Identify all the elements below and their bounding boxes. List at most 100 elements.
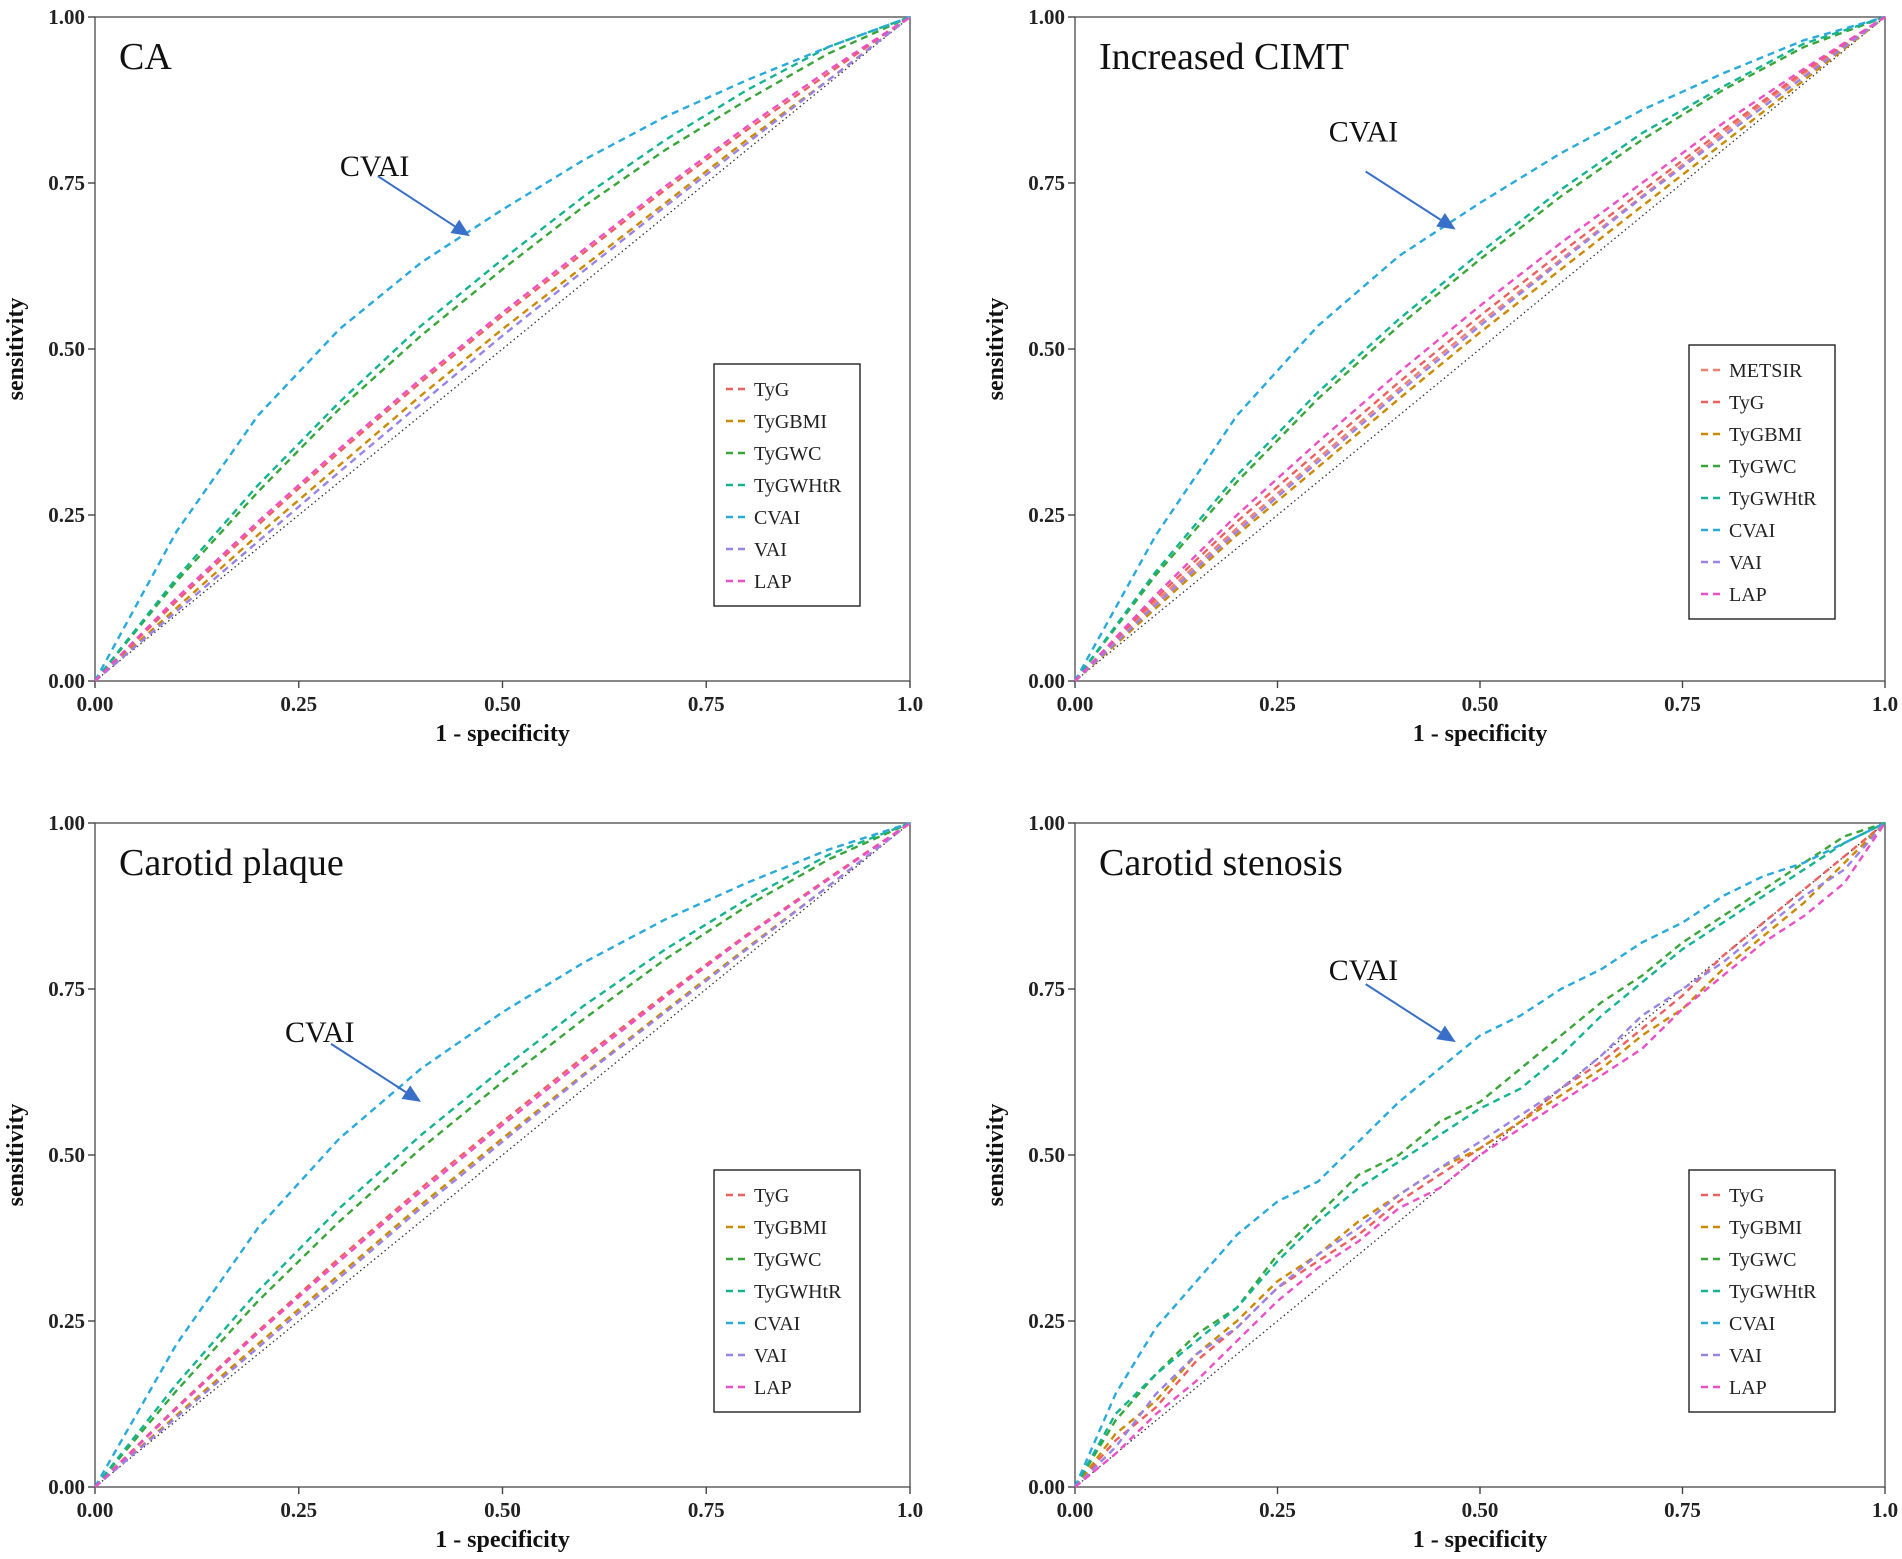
panel-2-legend-label-vai: VAI [1729,552,1762,574]
panel-2-series-tygwhtr [1074,15,1886,682]
panel-3-xtick-label-3: 0.75 [688,1498,725,1522]
panel-2-series-vai [1074,16,1886,682]
panel-1-xlabel: 1 - specificity [435,721,570,747]
panel-2-legend-label-tygbmi: TyGBMI [1729,424,1802,446]
panel-3-series-tygwc [94,821,911,1488]
panel-1-legend-label-tyg: TyG [754,379,789,401]
panel-4-series-lap [1074,822,1886,1488]
panel-3-ylabel: sensitivity [3,1104,29,1207]
panel-4-legend: TyG TyGBMI TyGWC TyGWHtR CVAI VAI LAP [1688,1169,1836,1413]
panel-2-annotation-arrow [1365,170,1442,221]
panel-3-series-lap [94,822,911,1488]
panel-4-ytick-label-1: 0.25 [1028,1309,1065,1333]
panel-3-xlabel: 1 - specificity [435,1527,570,1553]
panel-3-series-tygwhtr [94,821,911,1488]
panel-1-legend-label-tygwhtr: TyGWHtR [754,475,842,497]
panel-1-series-tygbmi [94,16,911,682]
panel-4-annotation-arrow [1365,983,1442,1034]
panel-1-series-tygwhtr [94,15,911,682]
panel-2-xlabel: 1 - specificity [1413,721,1548,747]
panel-2-series-lap [1074,15,1886,682]
panel-2-ytick-label-2: 0.50 [1028,337,1065,361]
panel-3-legend-label-tyg: TyG [754,1185,789,1207]
panel-1-annotation-arrow [377,175,456,228]
panel-3-series-vai [94,822,911,1488]
panel-2-xtick-label-4: 1.0 [1872,692,1898,716]
panel-4: 0.00 0.25 0.50 0.75 1.0 0.00 0.25 0.50 0.75 1.00 1… [983,811,1898,1553]
panel-2-ytick-label-1: 0.25 [1028,503,1065,527]
panel-2-ytick-label-0: 0.00 [1028,669,1065,693]
panel-4-xlabel: 1 - specificity [1413,1527,1548,1553]
panel-2: 0.00 0.25 0.50 0.75 1.0 0.00 0.25 0.50 0.75 1.00 1… [983,5,1898,747]
panel-2-xtick-label-0: 0.00 [1057,692,1094,716]
panel-1-series-vai [94,16,911,682]
panel-1-annotation-arrowhead [450,219,470,237]
panel-4-series-tygwc [1073,821,1886,1488]
panel-4-legend-label-tygbmi: TyGBMI [1729,1217,1802,1239]
panel-3-annotation-arrow [330,1043,407,1093]
panel-2-ytick-label-3: 0.75 [1028,171,1065,195]
panel-1: 0.00 0.25 0.50 0.75 1.0 0.00 0.25 0.50 0.75 1.00 1… [3,5,923,747]
panel-1-legend-label-tygbmi: TyGBMI [754,411,827,433]
panel-1-ytick-label-3: 0.75 [48,171,85,195]
panel-3-legend-label-tygbmi: TyGBMI [754,1217,827,1239]
panel-3-annotation-label: CVAI [285,1016,354,1049]
panel-4-ylabel: sensitivity [983,1104,1009,1207]
panel-1-legend-label-cvai: CVAI [754,507,800,529]
panel-3-legend-label-vai: VAI [754,1345,787,1367]
panel-4-legend-label-cvai: CVAI [1729,1313,1775,1335]
panel-3-legend-label-cvai: CVAI [754,1313,800,1335]
panel-1-legend-label-lap: LAP [754,571,792,593]
panel-1-series-cvai [93,15,911,682]
panel-3: 0.00 0.25 0.50 0.75 1.0 0.00 0.25 0.50 0.75 1.00 1… [3,811,923,1553]
panel-1-xtick-label-1: 0.25 [280,692,317,716]
panel-3-xtick-label-1: 0.25 [280,1498,317,1522]
panel-3-annotation-arrowhead [401,1085,421,1102]
panel-1-xtick-label-3: 0.75 [688,692,725,716]
panel-2-series-tyg [1074,16,1886,682]
panel-3-xtick-label-0: 0.00 [77,1498,114,1522]
panel-2-legend-label-metsir: METSIR [1729,360,1803,382]
panel-4-xtick-label-1: 0.25 [1259,1498,1296,1522]
panel-3-legend-label-tygwc: TyGWC [754,1249,821,1271]
panel-4-title: Carotid stenosis [1099,842,1343,884]
panel-1-legend-label-tygwc: TyGWC [754,443,821,465]
panel-2-legend: METSIR TyG TyGBMI TyGWC TyGWHtR CVAI VAI LAP [1688,344,1836,620]
panel-2-legend-label-cvai: CVAI [1729,520,1775,542]
panel-2-xtick-label-2: 0.50 [1462,692,1499,716]
panel-4-series-tygbmi [1074,822,1886,1488]
panel-1-annotation-label: CVAI [340,150,409,183]
panel-2-series-cvai [1073,15,1886,682]
panel-1-ytick-label-2: 0.50 [48,337,85,361]
panel-2-legend-label-lap: LAP [1729,584,1767,606]
panel-4-legend-label-lap: LAP [1729,1377,1767,1399]
panel-1-xtick-label-4: 1.0 [897,692,923,716]
panel-4-annotation-label: CVAI [1329,954,1398,987]
panel-4-series-vai [1074,822,1886,1488]
panel-2-legend-label-tygwhtr: TyGWHtR [1729,488,1817,510]
panel-4-annotation-arrowhead [1436,1025,1456,1043]
panel-4-series-cvai [1073,821,1886,1488]
panel-3-ytick-label-2: 0.50 [48,1143,85,1167]
panel-3-xtick-label-2: 0.50 [484,1498,521,1522]
panel-4-ytick-label-2: 0.50 [1028,1143,1065,1167]
panel-2-annotation-label: CVAI [1329,115,1398,148]
panel-4-xtick-label-4: 1.0 [1872,1498,1898,1522]
panel-4-legend-label-tygwc: TyGWC [1729,1249,1796,1271]
panel-3-series-cvai [93,821,911,1488]
panel-1-series-lap [94,15,911,682]
panel-4-series-tygwhtr [1073,821,1886,1488]
panel-2-legend-label-tygwc: TyGWC [1729,456,1796,478]
panel-3-ytick-label-1: 0.25 [48,1309,85,1333]
panel-1-ytick-label-4: 1.00 [48,5,85,29]
panel-3-legend-label-lap: LAP [754,1377,792,1399]
panel-2-series-metsir [1074,16,1886,682]
panel-4-legend-label-tygwhtr: TyGWHtR [1729,1281,1817,1303]
panel-1-ylabel: sensitivity [3,298,29,401]
panel-2-ylabel: sensitivity [983,298,1009,401]
panel-3-legend: TyG TyGBMI TyGWC TyGWHtR CVAI VAI LAP [713,1169,861,1413]
panel-4-ytick-label-3: 0.75 [1028,977,1065,1001]
panel-3-title: Carotid plaque [119,842,344,884]
